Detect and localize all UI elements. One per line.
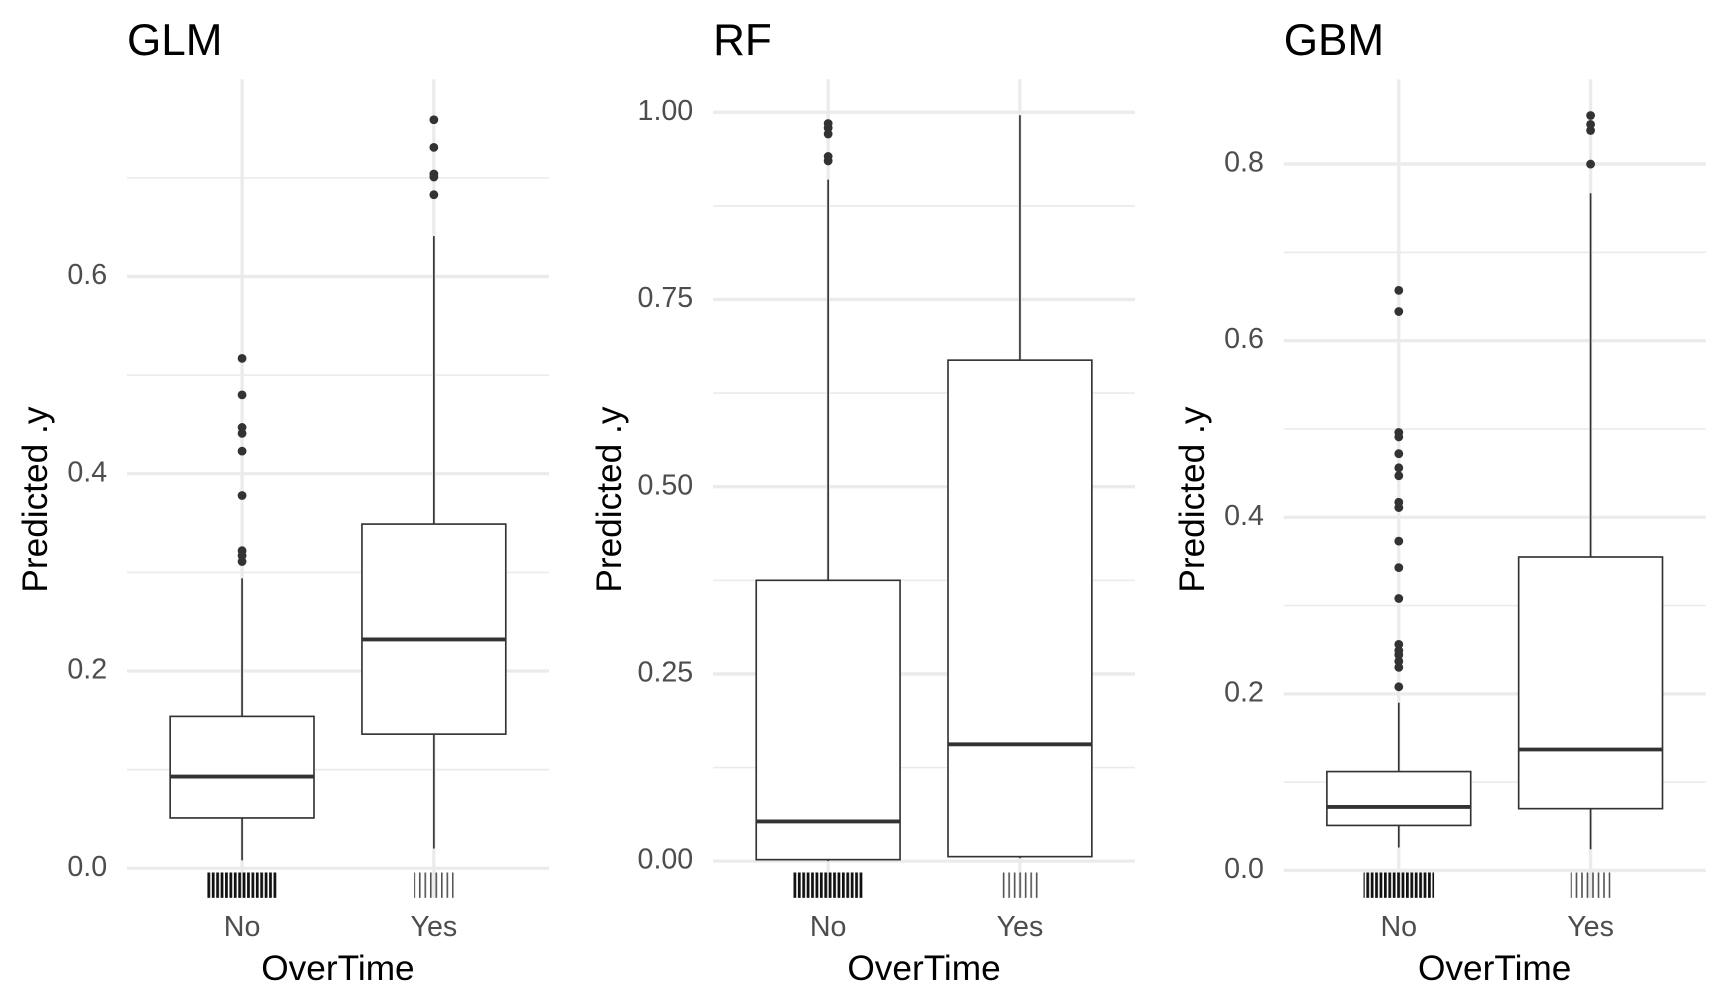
rug <box>1000 872 1040 898</box>
box <box>169 715 315 819</box>
chart-title: RF <box>713 16 772 65</box>
outlier <box>1586 126 1595 135</box>
x-axis-label: OverTime <box>1418 949 1571 988</box>
box-group <box>947 115 1093 859</box>
x-axis-label: OverTime <box>847 949 1000 988</box>
y-tick-label: 0.4 <box>67 456 107 488</box>
outlier <box>1586 119 1595 129</box>
outlier <box>823 119 833 128</box>
outlier <box>429 142 439 152</box>
y-axis-label: Predicted .y <box>16 406 55 593</box>
outlier <box>1394 563 1404 573</box>
y-tick-label: 0.2 <box>1224 676 1264 708</box>
outlier <box>1394 285 1404 295</box>
outlier <box>237 491 247 500</box>
y-axis-label: Predicted .y <box>1173 406 1212 593</box>
y-tick-label: 1.00 <box>638 95 694 127</box>
chart-title: GBM <box>1284 16 1384 65</box>
box <box>755 579 901 861</box>
rug <box>792 872 864 898</box>
y-tick-label: 0.50 <box>638 469 694 501</box>
outlier <box>237 390 247 400</box>
box <box>1326 770 1472 827</box>
outlier <box>1394 307 1404 316</box>
rug <box>1570 872 1611 898</box>
y-tick-label: 0.6 <box>1224 323 1264 355</box>
box-group <box>1517 111 1664 850</box>
outlier <box>1394 497 1404 507</box>
outlier <box>1394 449 1404 459</box>
y-tick-label: 0.75 <box>638 282 694 314</box>
x-tick-label: Yes <box>997 911 1044 943</box>
outlier <box>1394 646 1404 656</box>
y-axis-label: Predicted .y <box>590 406 629 593</box>
y-tick-label: 0.2 <box>67 654 107 686</box>
outlier <box>237 546 247 556</box>
outlier <box>237 353 247 363</box>
outlier <box>429 190 439 200</box>
outlier <box>1586 159 1595 169</box>
outlier <box>1394 428 1404 437</box>
outlier <box>429 115 439 125</box>
y-tick-label: 0.8 <box>1224 147 1264 179</box>
x-tick-label: Yes <box>1567 911 1614 943</box>
x-tick-label: No <box>1380 911 1417 943</box>
x-tick-label: Yes <box>411 911 458 943</box>
outlier <box>1394 594 1404 603</box>
outlier <box>1586 111 1595 120</box>
outlier <box>1394 536 1404 546</box>
x-axis-label: OverTime <box>261 949 414 988</box>
y-tick-label: 0.4 <box>1224 500 1264 532</box>
box <box>947 359 1093 858</box>
y-tick-label: 0.0 <box>67 851 107 883</box>
box-group <box>1326 285 1472 848</box>
box-group <box>169 353 315 861</box>
box-group <box>361 115 507 849</box>
box-group <box>755 119 901 862</box>
y-tick-label: 0.0 <box>1224 853 1264 885</box>
outlier <box>1394 656 1404 666</box>
outlier <box>429 169 439 179</box>
box <box>361 523 507 735</box>
y-tick-label: 0.25 <box>638 656 694 688</box>
outlier <box>823 152 833 161</box>
box <box>1517 556 1664 810</box>
rug <box>206 872 278 898</box>
outlier <box>1394 463 1404 473</box>
x-tick-label: No <box>810 911 847 943</box>
outlier <box>1394 662 1404 672</box>
chart-title: GLM <box>127 16 222 65</box>
outlier <box>237 446 247 456</box>
rug <box>414 872 454 898</box>
outlier <box>237 423 247 432</box>
y-tick-label: 0.6 <box>67 259 107 291</box>
outlier <box>1394 471 1404 481</box>
outlier <box>1394 640 1404 649</box>
x-tick-label: No <box>224 911 261 943</box>
outlier <box>1394 682 1404 692</box>
rug <box>1363 872 1435 898</box>
y-tick-label: 0.00 <box>638 844 694 876</box>
